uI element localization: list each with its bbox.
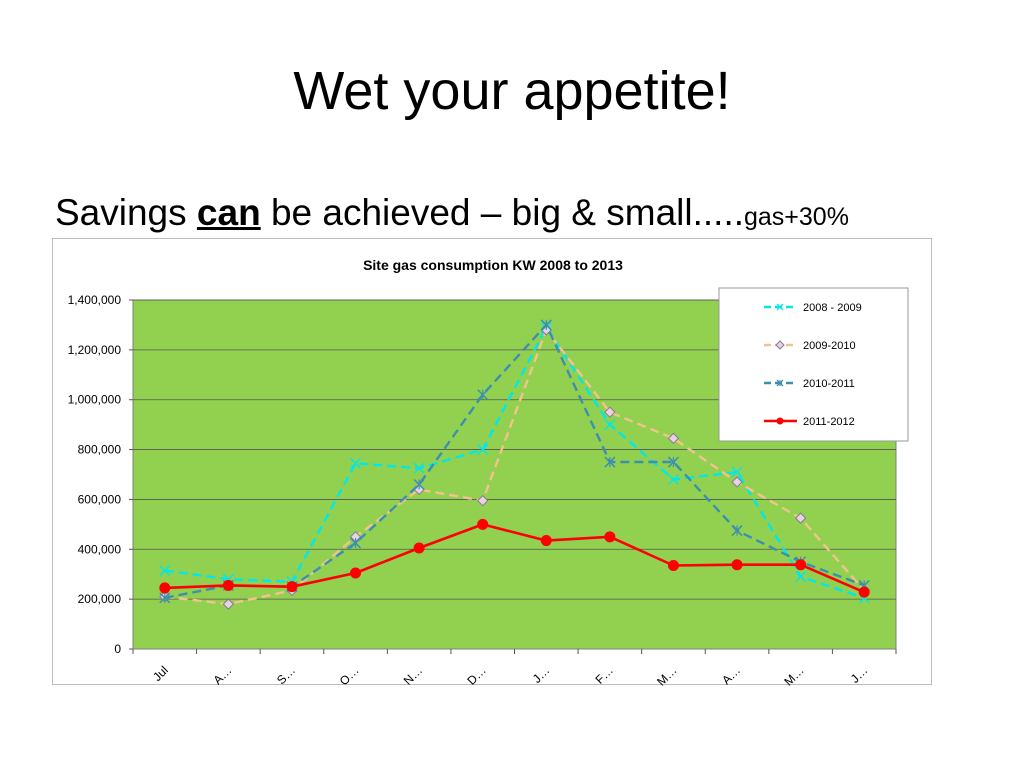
chart-title: Site gas consumption KW 2008 to 2013 (363, 257, 623, 273)
series-line (164, 523, 865, 594)
gas-consumption-chart: Site gas consumption KW 2008 to 2013 0 200… (68, 257, 909, 686)
x-tick-label: F… (592, 663, 616, 686)
data-point (667, 473, 679, 486)
data-point (540, 319, 552, 331)
data-point-stroke (350, 457, 362, 469)
data-point (604, 406, 616, 418)
subtitle-part1: Savings (55, 192, 197, 233)
x-tick-label: D… (464, 663, 489, 686)
legend-label: 2011-2012 (803, 416, 855, 428)
x-tick-label: A… (719, 663, 743, 686)
legend-label: 2008 - 2009 (803, 302, 862, 314)
legend-swatch-marker (775, 340, 785, 350)
x-tick-label: S… (274, 663, 298, 686)
series-line (164, 328, 866, 606)
chart-frame: Site gas consumption KW 2008 to 2013 0 200… (52, 238, 932, 686)
data-point (286, 581, 298, 593)
y-tick-label: 1,400,000 (68, 293, 122, 307)
data-point (667, 559, 679, 571)
chart-legend: 2008 - 2009 2009-2010 2010-2011 2011-2012 (718, 287, 909, 442)
data-point (731, 559, 743, 571)
data-point (795, 571, 807, 583)
data-point-stroke (413, 462, 425, 474)
legend-item: 2008 - 2009 (764, 302, 862, 314)
data-point (477, 518, 489, 530)
x-tick-label: O… (337, 663, 362, 686)
y-tick-label: 1,200,000 (68, 343, 122, 357)
data-point-stroke (667, 473, 679, 486)
slide-subtitle: Savings can be achieved – big & small...… (55, 192, 849, 234)
data-point (477, 389, 489, 401)
data-point-stroke (477, 444, 489, 456)
legend-label: 2009-2010 (803, 340, 856, 352)
data-point (159, 564, 171, 577)
subtitle-note: gas+30% (744, 203, 849, 231)
y-tick-label: 600,000 (78, 492, 122, 506)
x-tick-label: M… (654, 663, 679, 686)
data-point (795, 559, 807, 571)
y-tick-label: 400,000 (78, 542, 122, 556)
data-point (667, 456, 679, 468)
subtitle-part2: be achieved – big & small..... (260, 192, 744, 233)
data-point (222, 598, 235, 610)
x-tick-label: A… (210, 663, 234, 686)
data-point (350, 537, 362, 549)
legend-swatch-marker (776, 417, 784, 425)
y-tick-label: 800,000 (78, 443, 122, 457)
data-point-stroke (604, 419, 616, 431)
data-point (667, 432, 680, 445)
legend-swatch-marker (776, 303, 784, 311)
y-tick-label: 1,000,000 (68, 393, 122, 407)
data-point (477, 444, 489, 456)
data-point (858, 586, 870, 598)
data-point (731, 466, 743, 478)
y-tick-label: 200,000 (78, 592, 122, 606)
legend-item: 2009-2010 (764, 340, 856, 352)
x-tick-label: Jul (150, 663, 171, 684)
legend-box (718, 287, 909, 442)
legend-swatch-stroke (776, 303, 784, 311)
data-point (413, 462, 425, 474)
series-line (164, 326, 865, 600)
x-tick-label: M… (781, 663, 806, 686)
data-point (731, 476, 743, 488)
x-tick-label: J… (848, 663, 871, 686)
data-point (413, 542, 425, 554)
data-point (350, 567, 362, 579)
data-point (604, 419, 616, 431)
data-point (794, 512, 807, 524)
data-point (540, 535, 552, 547)
legend-label: 2010-2011 (803, 378, 855, 390)
data-point (159, 582, 171, 594)
x-tick-label: N… (401, 663, 426, 686)
data-point (413, 478, 425, 491)
legend-item: 2011-2012 (764, 416, 855, 428)
subtitle-emphasis: can (196, 192, 261, 233)
data-point-stroke (159, 564, 171, 577)
data-point (159, 592, 171, 604)
data-point (604, 456, 616, 468)
data-point (222, 579, 234, 591)
legend-swatch-marker (776, 379, 784, 387)
data-point (477, 494, 489, 507)
data-point (731, 525, 743, 537)
x-tick-label: J… (530, 663, 553, 686)
series-4 (159, 518, 870, 598)
y-tick-label: 0 (114, 642, 121, 656)
slide-title: Wet your appetite! (293, 61, 731, 121)
legend-item: 2010-2011 (764, 378, 855, 390)
data-point (604, 531, 616, 543)
data-point-stroke (731, 466, 743, 478)
data-point (350, 457, 362, 469)
data-point-stroke (795, 571, 807, 583)
